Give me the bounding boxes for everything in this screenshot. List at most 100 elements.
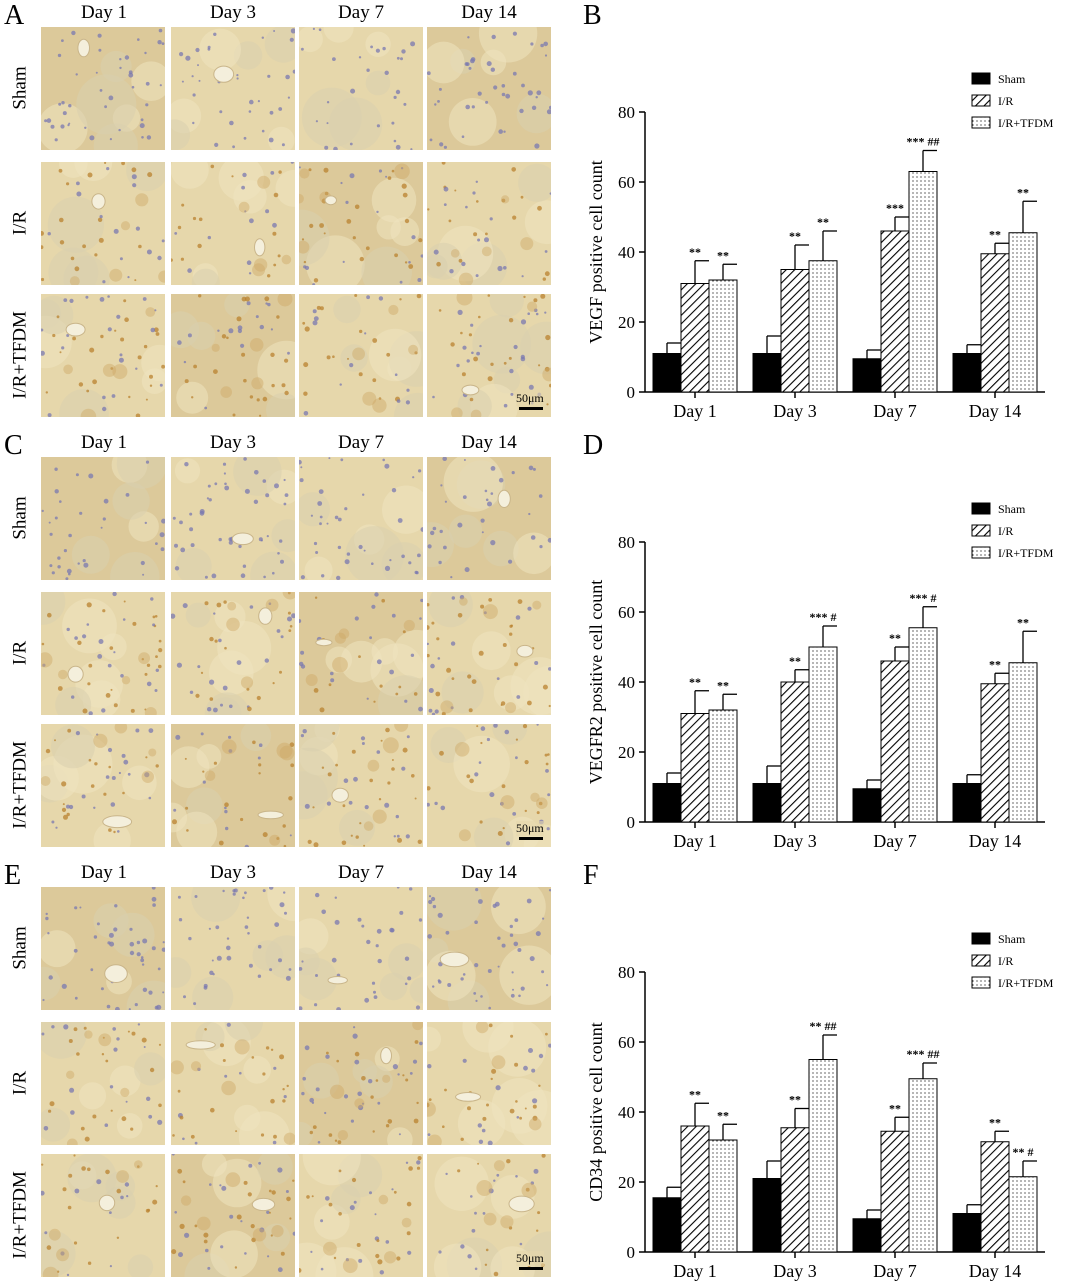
- micrograph-column-label: Day 14: [461, 862, 517, 883]
- micrograph-column-label: Day 7: [338, 2, 384, 23]
- bar-dots: [808, 646, 838, 823]
- micrograph-tile-c-r1-c2: [299, 592, 423, 715]
- bar-solid: [852, 1218, 882, 1253]
- y-tick-label: 0: [627, 383, 636, 402]
- y-tick-label: 0: [627, 813, 636, 832]
- significance-label: **: [789, 1093, 801, 1107]
- significance-label: **: [717, 678, 729, 692]
- bar-hatch: [780, 1127, 810, 1253]
- legend-entry: I/R+TFDM: [998, 976, 1054, 990]
- x-tick-label: Day 1: [673, 401, 717, 421]
- micrograph-column-label: Day 7: [338, 432, 384, 453]
- significance-label: **: [1017, 615, 1029, 629]
- bar-solid: [752, 353, 782, 393]
- bar-dots: [1008, 232, 1038, 393]
- micrograph-tile-a-r0-c2: [299, 27, 423, 150]
- micrograph-row-label: I/R: [9, 640, 31, 666]
- bar-solid: [952, 783, 982, 823]
- micrograph-tile-e-r0-c1: [171, 887, 295, 1010]
- micrograph-tile-c-r2-c1: [171, 724, 295, 847]
- legend-entry: I/R: [998, 524, 1013, 538]
- x-tick-label: Day 1: [673, 831, 717, 851]
- micrograph-tile-a-r1-c3: [427, 162, 551, 285]
- micrograph-row-label: Sham: [9, 66, 31, 110]
- bar-solid: [952, 353, 982, 393]
- micrograph-tile-a-r1-c1: [171, 162, 295, 285]
- bar-dots: [808, 1059, 838, 1253]
- significance-label: ** ##: [810, 1019, 837, 1033]
- micrograph-tile-a-r2-c0: [41, 294, 165, 417]
- micrograph-tile-e-r0-c2: [299, 887, 423, 1010]
- micrograph-tile-e-r0-c3: [427, 887, 551, 1010]
- micrograph-row-label: I/R: [9, 210, 31, 236]
- scale-bar-label: 50μm: [516, 1251, 544, 1266]
- micrograph-tile-a-r1-c0: [41, 162, 165, 285]
- significance-label: **: [989, 657, 1001, 671]
- bar-hatch: [680, 713, 710, 823]
- significance-label: **: [1017, 185, 1029, 199]
- legend-swatch: [971, 954, 991, 967]
- bar-hatch: [980, 253, 1010, 393]
- y-tick-label: 40: [618, 673, 635, 692]
- bar-hatch: [880, 1130, 910, 1253]
- micrograph-row-label: I/R+TFDM: [9, 741, 31, 829]
- bar-dots: [1008, 662, 1038, 823]
- micrograph-row-label: I/R+TFDM: [9, 1171, 31, 1259]
- bar-hatch: [980, 683, 1010, 823]
- significance-label: **: [989, 1115, 1001, 1129]
- micrograph-tile-e-r1-c3: [427, 1022, 551, 1145]
- legend-entry: Sham: [998, 72, 1026, 86]
- x-tick-label: Day 7: [873, 1261, 917, 1281]
- x-tick-label: Day 14: [969, 401, 1022, 421]
- micrograph-tile-c-r2-c2: [299, 724, 423, 847]
- micrograph-tile-c-r2-c3: [427, 724, 551, 847]
- micrograph-tile-e-r1-c2: [299, 1022, 423, 1145]
- significance-label: **: [689, 675, 701, 689]
- y-tick-label: 80: [618, 533, 635, 552]
- legend-swatch: [971, 94, 991, 107]
- micrograph-column-label: Day 1: [81, 2, 127, 23]
- significance-label: *** #: [910, 591, 937, 605]
- y-tick-label: 20: [618, 1173, 635, 1192]
- micrograph-row-label: Sham: [9, 926, 31, 970]
- y-axis-label: VEGFR2 positive cell count: [586, 580, 606, 784]
- bar-solid: [752, 1178, 782, 1253]
- significance-label: ** #: [1013, 1145, 1034, 1159]
- panel-letter-c: C: [4, 430, 23, 461]
- cd34-bar-chart: 0 20 40 60 80 CD34 positive cell count Day 1 **…: [586, 932, 1054, 1281]
- legend-entry: I/R+TFDM: [998, 546, 1054, 560]
- bar-dots: [708, 279, 738, 393]
- y-tick-label: 20: [618, 313, 635, 332]
- bar-dots: [708, 1139, 738, 1253]
- y-tick-label: 80: [618, 963, 635, 982]
- micrograph-panel-c: Day 1 Day 3 Day 7 Day 14 Sham I/R I/R+TFDM 50μm: [0, 430, 560, 855]
- panel-letter-b: B: [583, 0, 602, 31]
- x-tick-label: Day 7: [873, 401, 917, 421]
- x-tick-label: Day 3: [773, 1261, 817, 1281]
- micrograph-tile-e-r2-c2: [299, 1154, 423, 1277]
- significance-label: **: [789, 229, 801, 243]
- y-tick-label: 60: [618, 1033, 635, 1052]
- micrograph-column-label: Day 3: [210, 432, 256, 453]
- legend-entry: I/R: [998, 94, 1013, 108]
- vegf-bar-chart: 0 20 40 60 80 VEGF positive cell count Day 1 **…: [586, 72, 1054, 421]
- micrograph-column-label: Day 7: [338, 862, 384, 883]
- bar-dots: [808, 260, 838, 393]
- micrograph-column-label: Day 1: [81, 862, 127, 883]
- y-tick-label: 40: [618, 243, 635, 262]
- micrograph-row-label: I/R: [9, 1070, 31, 1096]
- vegfr2-bar-chart: 0 20 40 60 80 VEGFR2 positive cell count Day 1…: [586, 502, 1054, 851]
- scale-bar: [519, 837, 543, 840]
- legend-swatch: [971, 72, 991, 85]
- legend-swatch: [971, 976, 991, 989]
- x-tick-label: Day 7: [873, 831, 917, 851]
- panel-letter-a: A: [4, 0, 25, 31]
- bar-dots: [908, 171, 938, 393]
- micrograph-tile-c-r0-c1: [171, 457, 295, 580]
- bar-solid: [952, 1213, 982, 1253]
- bar-solid: [852, 358, 882, 393]
- significance-label: *** #: [810, 610, 837, 624]
- bar-dots: [908, 627, 938, 823]
- legend-entry: Sham: [998, 502, 1026, 516]
- bar-dots: [908, 1078, 938, 1253]
